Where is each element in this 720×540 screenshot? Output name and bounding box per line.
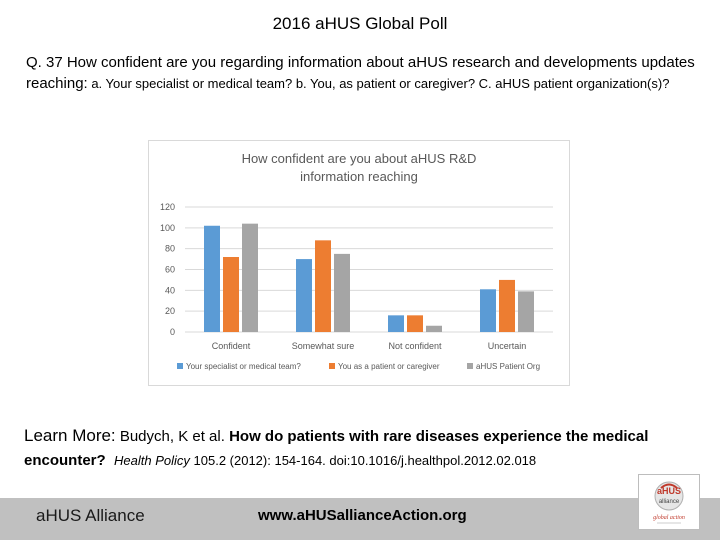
logo-line-2: alliance [659, 499, 680, 505]
y-tick-label: 20 [165, 306, 175, 316]
bar-2-confident [223, 257, 239, 332]
bar-2-uncertain [499, 279, 515, 332]
chart-title-line: information reaching [300, 169, 418, 184]
bar-1-uncertain [480, 289, 496, 332]
bar-2-somewhat-sure [315, 240, 331, 332]
slide-title: 2016 aHUS Global Poll [272, 14, 448, 33]
bar-3-not-confident [426, 325, 442, 332]
y-tick-label: 60 [165, 265, 175, 275]
y-tick-label: 40 [165, 285, 175, 295]
journal-name: Health Policy [114, 453, 190, 468]
logo-tagline: global action [653, 515, 685, 521]
bar-1-somewhat-sure [296, 259, 312, 332]
authors: Budych, K et al. [115, 428, 230, 445]
logo-line-1: aHUS [657, 486, 681, 496]
footer-org-name: aHUS Alliance [36, 506, 145, 525]
x-tick-label: Confident [212, 341, 251, 351]
bar-3-uncertain [518, 291, 534, 332]
bar-3-somewhat-sure [334, 253, 350, 332]
bar-1-confident [204, 225, 220, 332]
question-text: Q. 37 How confident are you regarding in… [26, 52, 706, 94]
y-tick-label: 120 [160, 202, 175, 212]
learn-more: Learn More: Budych, K et al. How do pati… [24, 424, 704, 473]
chart-title-line: How confident are you about aHUS R&D [242, 151, 477, 166]
ahus-alliance-logo: aHUS alliance global action [638, 474, 700, 530]
bar-chart: How confident are you about aHUS R&D info… [160, 151, 553, 371]
y-tick-label: 80 [165, 244, 175, 254]
legend-swatch [329, 363, 335, 369]
question-main: Q. 37 How confident are you regarding in… [26, 54, 695, 92]
question-parts: a. Your specialist or medical team? b. Y… [87, 76, 670, 91]
x-tick-label: Somewhat sure [292, 341, 355, 351]
bar-3-confident [242, 223, 258, 332]
x-tick-label: Not confident [388, 341, 442, 351]
legend-swatch [177, 363, 183, 369]
legend-label: aHUS Patient Org [476, 362, 540, 371]
bar-1-not-confident [388, 315, 404, 332]
article-title: How do patients with rare diseases exper… [24, 428, 649, 469]
citation: 105.2 (2012): 154-164. doi:10.1016/j.hea… [189, 453, 537, 468]
footer-url-link[interactable]: www.aHUSallianceAction.org [258, 507, 467, 524]
y-tick-label: 0 [170, 327, 175, 337]
footer-bar: aHUS Alliance www.aHUSallianceAction.org [0, 498, 720, 540]
x-tick-label: Uncertain [488, 341, 527, 351]
y-tick-label: 100 [160, 223, 175, 233]
legend-swatch [467, 363, 473, 369]
bar-2-not-confident [407, 315, 423, 332]
chart-container: How confident are you about aHUS R&D info… [148, 140, 570, 386]
legend-label: You as a patient or caregiver [338, 362, 440, 371]
legend-label: Your specialist or medical team? [186, 362, 301, 371]
learn-more-label: Learn More: [24, 426, 116, 445]
